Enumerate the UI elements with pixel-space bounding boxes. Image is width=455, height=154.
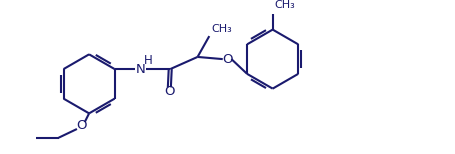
Text: N: N bbox=[136, 63, 145, 76]
Text: O: O bbox=[76, 119, 86, 132]
Text: O: O bbox=[221, 53, 232, 66]
Text: H: H bbox=[143, 54, 152, 67]
Text: CH₃: CH₃ bbox=[274, 0, 295, 10]
Text: O: O bbox=[164, 85, 174, 98]
Text: CH₃: CH₃ bbox=[211, 24, 232, 34]
